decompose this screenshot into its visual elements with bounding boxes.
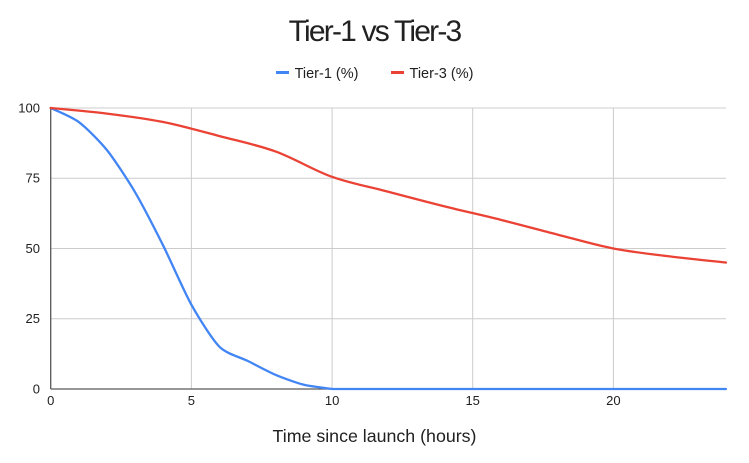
svg-text:10: 10 <box>325 393 339 408</box>
svg-text:15: 15 <box>465 393 479 408</box>
svg-text:50: 50 <box>26 241 40 256</box>
svg-text:25: 25 <box>26 311 40 326</box>
svg-text:20: 20 <box>606 393 620 408</box>
svg-text:75: 75 <box>26 171 40 186</box>
svg-text:5: 5 <box>188 393 195 408</box>
svg-text:0: 0 <box>47 393 54 408</box>
svg-text:100: 100 <box>18 101 40 116</box>
svg-text:0: 0 <box>33 382 40 397</box>
